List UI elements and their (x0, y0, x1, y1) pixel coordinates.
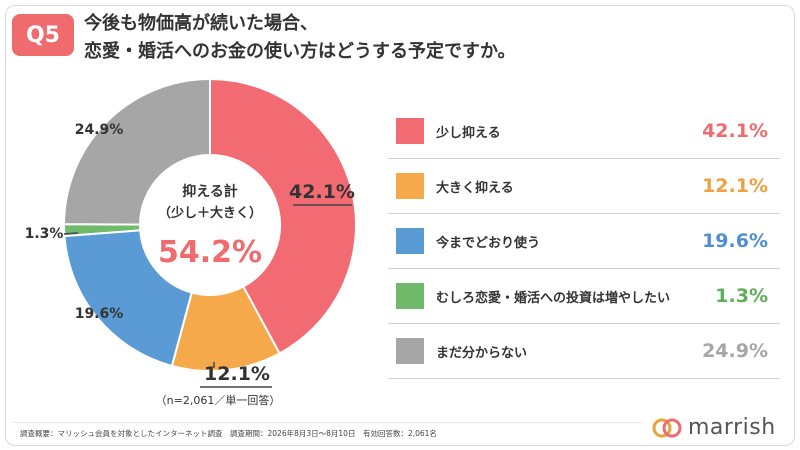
legend-value: 12.1% (702, 175, 768, 197)
legend-swatch (396, 118, 424, 144)
slice-undecided (62, 77, 211, 226)
legend: 少し抑える 42.1% 大きく抑える 12.1% 今までどおり使う 19.6% むしろ恋愛・… (388, 104, 780, 379)
marrish-logo: marrish (650, 414, 776, 440)
legend-item-reduce-greatly: 大きく抑える 12.1% (388, 159, 780, 214)
data-label-undecided: 24.9% (75, 122, 124, 138)
page-title: 今後も物価高が続いた場合、 恋愛・婚活へのお金の使い方はどうする予定ですか。 (84, 10, 516, 66)
legend-item-increase-investment: むしろ恋愛・婚活への投資は増やしたい 1.3% (388, 269, 780, 324)
donut-hole (142, 157, 278, 293)
title-line-2: 恋愛・婚活へのお金の使い方はどうする予定ですか。 (84, 41, 516, 62)
legend-item-reduce-slightly: 少し抑える 42.1% (388, 104, 780, 159)
legend-item-undecided: まだ分からない 24.9% (388, 324, 780, 379)
legend-label: むしろ恋愛・婚活への投資は増やしたい (436, 290, 671, 306)
donut-chart: 抑える計 （少し＋大きく） 54.2% 42.1% 12.1% 19.6% 1.3% 24.9… (25, 77, 357, 407)
survey-footnote: 調査概要：マリッシュ会員を対象としたインターネット調査 調査期間：2026年8月… (20, 429, 437, 438)
slice-same-as-before (63, 229, 193, 368)
data-label-reduce-slightly: 42.1% (289, 181, 355, 203)
legend-label: 今までどおり使う (436, 235, 541, 251)
legend-label: 少し抑える (436, 125, 501, 141)
leader-line-increase-investment (63, 232, 79, 235)
legend-swatch (396, 338, 424, 364)
data-label-reduce-greatly: 12.1% (204, 363, 270, 385)
sample-size-note: （n=2,061／単一回答） (156, 393, 281, 407)
legend-value: 42.1% (702, 120, 768, 142)
legend-swatch (396, 283, 424, 309)
legend-swatch (396, 173, 424, 199)
center-total-value: 54.2% (158, 235, 262, 270)
footer-divider (12, 422, 642, 423)
question-badge: Q5 (12, 14, 74, 56)
title-line-1: 今後も物価高が続いた場合、 (84, 13, 318, 34)
data-label-increase-investment: 1.3% (25, 226, 64, 242)
legend-value: 19.6% (702, 230, 768, 252)
center-sublabel: （少し＋大きく） (158, 205, 262, 221)
legend-label: まだ分からない (436, 345, 528, 361)
legend-value: 24.9% (702, 340, 768, 362)
legend-value: 1.3% (715, 285, 768, 307)
legend-item-same-as-before: 今までどおり使う 19.6% (388, 214, 780, 269)
logo-text: marrish (688, 414, 776, 440)
slice-reduce-slightly (209, 77, 357, 355)
data-label-same-as-before: 19.6% (75, 306, 124, 322)
center-label: 抑える計 (182, 183, 238, 200)
rings-icon (652, 418, 682, 438)
legend-label: 大きく抑える (436, 180, 514, 196)
legend-swatch (396, 228, 424, 254)
